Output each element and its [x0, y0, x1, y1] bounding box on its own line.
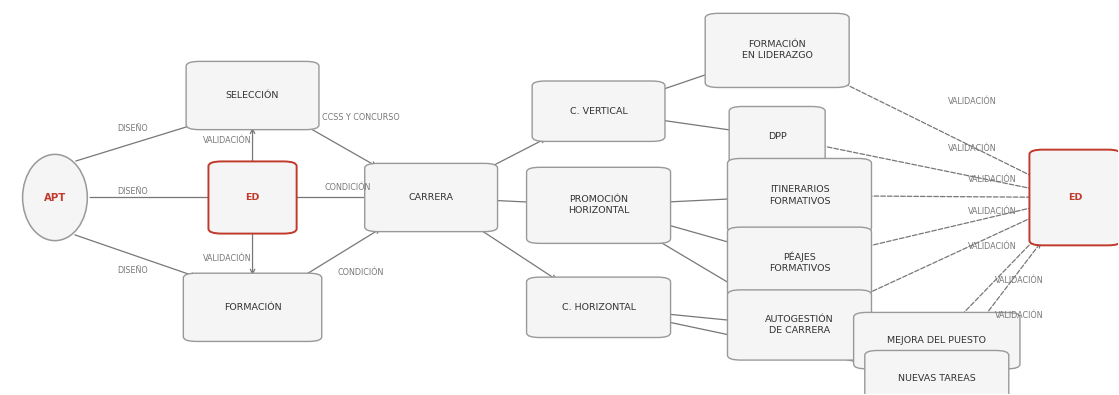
- Text: CONDICIÓN: CONDICIÓN: [338, 267, 384, 276]
- FancyBboxPatch shape: [533, 81, 665, 141]
- FancyBboxPatch shape: [208, 162, 297, 233]
- FancyBboxPatch shape: [705, 13, 849, 87]
- Text: MEJORA DEL PUESTO: MEJORA DEL PUESTO: [887, 336, 986, 345]
- Text: C. VERTICAL: C. VERTICAL: [570, 107, 628, 116]
- Text: CCSS Y CONCURSO: CCSS Y CONCURSO: [322, 113, 399, 122]
- Text: ED: ED: [245, 193, 260, 202]
- Text: VALIDACIÓN: VALIDACIÓN: [203, 254, 251, 263]
- Text: SELECCIÓN: SELECCIÓN: [226, 91, 280, 100]
- Text: VALIDACIÓN: VALIDACIÓN: [995, 276, 1044, 285]
- Text: DISEÑO: DISEÑO: [117, 124, 149, 134]
- FancyBboxPatch shape: [727, 227, 872, 297]
- Text: VALIDACIÓN: VALIDACIÓN: [968, 207, 1017, 216]
- FancyBboxPatch shape: [527, 277, 670, 337]
- Text: VALIDACIÓN: VALIDACIÓN: [203, 136, 251, 145]
- Ellipse shape: [22, 154, 87, 241]
- Text: CONDICIÓN: CONDICIÓN: [325, 183, 370, 192]
- FancyBboxPatch shape: [730, 107, 825, 167]
- FancyBboxPatch shape: [365, 164, 498, 231]
- Text: PÉAJES
FORMATIVOS: PÉAJES FORMATIVOS: [769, 251, 830, 273]
- Text: PROMOCIÓN
HORIZONTAL: PROMOCIÓN HORIZONTAL: [567, 195, 629, 215]
- FancyBboxPatch shape: [727, 158, 872, 233]
- Text: ITINERARIOS
FORMATIVOS: ITINERARIOS FORMATIVOS: [769, 186, 830, 205]
- FancyBboxPatch shape: [184, 273, 322, 341]
- FancyBboxPatch shape: [1029, 150, 1119, 245]
- Text: VALIDACIÓN: VALIDACIÓN: [995, 310, 1044, 320]
- FancyBboxPatch shape: [727, 290, 872, 360]
- Text: C. HORIZONTAL: C. HORIZONTAL: [562, 303, 636, 312]
- Text: NUEVAS TAREAS: NUEVAS TAREAS: [897, 374, 976, 383]
- Text: VALIDACIÓN: VALIDACIÓN: [968, 175, 1017, 184]
- Text: CARRERA: CARRERA: [408, 193, 453, 202]
- Text: VALIDACIÓN: VALIDACIÓN: [948, 97, 997, 106]
- Text: DISEÑO: DISEÑO: [117, 265, 149, 275]
- FancyBboxPatch shape: [865, 350, 1009, 395]
- Text: FORMACIÓN
EN LIDERAZGO: FORMACIÓN EN LIDERAZGO: [742, 40, 812, 60]
- Text: FORMACIÓN: FORMACIÓN: [224, 303, 281, 312]
- Text: DISEÑO: DISEÑO: [117, 187, 149, 196]
- Text: DPP: DPP: [768, 132, 787, 141]
- Text: AUTOGESTIÓN
DE CARRERA: AUTOGESTIÓN DE CARRERA: [765, 315, 834, 335]
- FancyBboxPatch shape: [854, 312, 1019, 369]
- Text: APT: APT: [44, 192, 66, 203]
- Text: ED: ED: [1068, 193, 1082, 202]
- FancyBboxPatch shape: [527, 167, 670, 243]
- FancyBboxPatch shape: [186, 61, 319, 130]
- Text: VALIDACIÓN: VALIDACIÓN: [948, 144, 997, 153]
- Text: VALIDACIÓN: VALIDACIÓN: [968, 242, 1017, 251]
